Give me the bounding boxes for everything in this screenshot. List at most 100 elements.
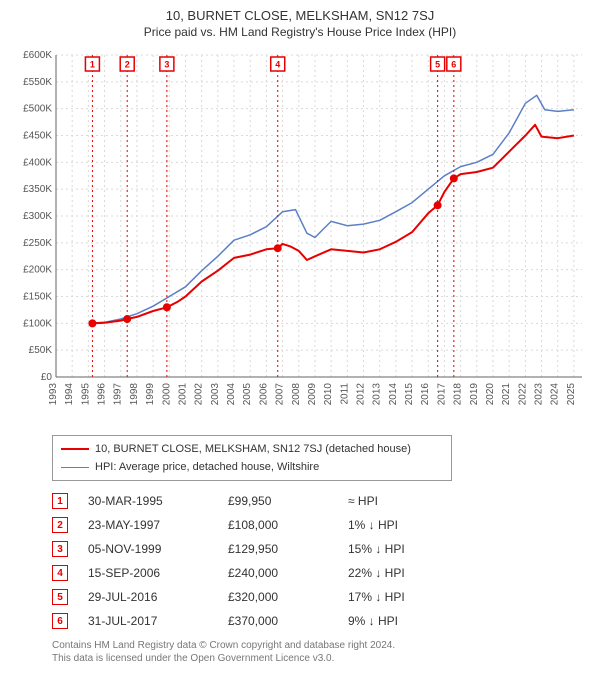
x-tick-label: 2018 <box>453 383 464 406</box>
x-tick-label: 2025 <box>566 383 577 406</box>
x-tick-label: 2004 <box>226 383 237 406</box>
tx-diff: 22% ↓ HPI <box>348 566 468 580</box>
legend-swatch <box>61 448 89 450</box>
x-tick-label: 2024 <box>550 383 561 406</box>
sale-dot <box>274 244 282 252</box>
y-tick-label: £250K <box>23 238 52 249</box>
sale-marker-number: 5 <box>435 60 440 70</box>
legend-row: HPI: Average price, detached house, Wilt… <box>61 458 443 476</box>
table-row: 5 29-JUL-2016£320,00017% ↓ HPI <box>52 585 588 609</box>
x-tick-label: 2005 <box>242 383 253 406</box>
x-tick-label: 2001 <box>177 383 188 406</box>
tx-date: 23-MAY-1997 <box>88 518 228 532</box>
table-row: 4 15-SEP-2006£240,00022% ↓ HPI <box>52 561 588 585</box>
sale-dot <box>88 319 96 327</box>
legend-row: 10, BURNET CLOSE, MELKSHAM, SN12 7SJ (de… <box>61 440 443 458</box>
series-hpi <box>88 95 574 323</box>
page-title: 10, BURNET CLOSE, MELKSHAM, SN12 7SJ <box>12 8 588 23</box>
x-tick-label: 1997 <box>113 383 124 406</box>
x-tick-label: 2008 <box>291 383 302 406</box>
x-tick-label: 2011 <box>339 383 350 405</box>
tx-price: £320,000 <box>228 590 348 604</box>
tx-marker: 3 <box>52 541 68 557</box>
tx-diff: 17% ↓ HPI <box>348 590 468 604</box>
tx-marker: 2 <box>52 517 68 533</box>
y-tick-label: £550K <box>23 77 52 88</box>
y-tick-label: £300K <box>23 211 52 222</box>
x-tick-label: 1993 <box>48 383 59 406</box>
x-tick-label: 2023 <box>534 383 545 406</box>
x-tick-label: 2022 <box>517 383 528 406</box>
tx-date: 29-JUL-2016 <box>88 590 228 604</box>
x-tick-label: 2003 <box>210 383 221 406</box>
x-tick-label: 1999 <box>145 383 156 406</box>
x-tick-label: 2013 <box>372 383 383 406</box>
legend: 10, BURNET CLOSE, MELKSHAM, SN12 7SJ (de… <box>52 435 452 481</box>
x-tick-label: 2006 <box>258 383 269 406</box>
sale-dot <box>450 174 458 182</box>
transactions-table: 1 30-MAR-1995£99,950≈ HPI 2 23-MAY-1997£108… <box>52 489 588 633</box>
x-tick-label: 1998 <box>129 383 140 406</box>
footer-line-2: This data is licensed under the Open Gov… <box>52 652 588 665</box>
tx-marker: 5 <box>52 589 68 605</box>
sale-marker-number: 6 <box>451 60 456 70</box>
tx-price: £99,950 <box>228 494 348 508</box>
legend-swatch <box>61 467 89 468</box>
y-tick-label: £500K <box>23 104 52 115</box>
page-subtitle: Price paid vs. HM Land Registry's House … <box>12 25 588 39</box>
table-row: 2 23-MAY-1997£108,0001% ↓ HPI <box>52 513 588 537</box>
x-tick-label: 2016 <box>420 383 431 406</box>
x-tick-label: 2002 <box>194 383 205 406</box>
tx-price: £240,000 <box>228 566 348 580</box>
x-tick-label: 2019 <box>469 383 480 406</box>
series-property <box>92 125 574 324</box>
tx-price: £108,000 <box>228 518 348 532</box>
legend-label: 10, BURNET CLOSE, MELKSHAM, SN12 7SJ (de… <box>95 443 411 455</box>
y-tick-label: £600K <box>23 50 52 61</box>
x-tick-label: 1994 <box>64 383 75 406</box>
x-tick-label: 2015 <box>404 383 415 406</box>
sale-dot <box>123 315 131 323</box>
x-tick-label: 2009 <box>307 383 318 406</box>
tx-date: 05-NOV-1999 <box>88 542 228 556</box>
sale-marker-number: 1 <box>90 60 95 70</box>
tx-date: 31-JUL-2017 <box>88 614 228 628</box>
x-tick-label: 2014 <box>388 383 399 406</box>
x-tick-label: 2017 <box>436 383 447 406</box>
tx-diff: 1% ↓ HPI <box>348 518 468 532</box>
y-tick-label: £450K <box>23 131 52 142</box>
legend-label: HPI: Average price, detached house, Wilt… <box>95 461 319 473</box>
y-tick-label: £200K <box>23 265 52 276</box>
sale-dot <box>163 303 171 311</box>
y-tick-label: £150K <box>23 292 52 303</box>
tx-price: £129,950 <box>228 542 348 556</box>
tx-diff: 9% ↓ HPI <box>348 614 468 628</box>
tx-diff: ≈ HPI <box>348 494 468 508</box>
footer-attribution: Contains HM Land Registry data © Crown c… <box>52 639 588 665</box>
x-tick-label: 2020 <box>485 383 496 406</box>
price-chart: £0£50K£100K£150K£200K£250K£300K£350K£400… <box>12 47 588 427</box>
tx-date: 15-SEP-2006 <box>88 566 228 580</box>
y-tick-label: £400K <box>23 157 52 168</box>
y-tick-label: £100K <box>23 318 52 329</box>
tx-date: 30-MAR-1995 <box>88 494 228 508</box>
y-tick-label: £350K <box>23 184 52 195</box>
x-tick-label: 2010 <box>323 383 334 406</box>
footer-line-1: Contains HM Land Registry data © Crown c… <box>52 639 588 652</box>
tx-marker: 4 <box>52 565 68 581</box>
sale-marker-number: 3 <box>164 60 169 70</box>
x-tick-label: 1996 <box>97 383 108 406</box>
sale-marker-number: 4 <box>275 60 280 70</box>
tx-diff: 15% ↓ HPI <box>348 542 468 556</box>
tx-marker: 1 <box>52 493 68 509</box>
x-tick-label: 2000 <box>161 383 172 406</box>
x-tick-label: 1995 <box>80 383 91 406</box>
sale-dot <box>434 201 442 209</box>
tx-marker: 6 <box>52 613 68 629</box>
tx-price: £370,000 <box>228 614 348 628</box>
table-row: 3 05-NOV-1999£129,95015% ↓ HPI <box>52 537 588 561</box>
table-row: 6 31-JUL-2017£370,0009% ↓ HPI <box>52 609 588 633</box>
sale-marker-number: 2 <box>125 60 130 70</box>
x-tick-label: 2012 <box>356 383 367 406</box>
x-tick-label: 2007 <box>275 383 286 406</box>
